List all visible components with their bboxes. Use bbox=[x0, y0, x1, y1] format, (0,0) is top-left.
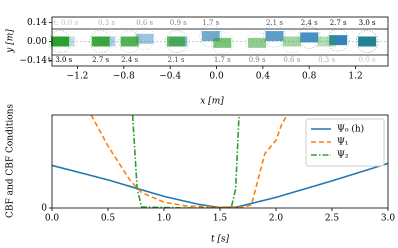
time-label: 2.4 s bbox=[121, 56, 138, 64]
robot bbox=[358, 36, 377, 47]
x-tick-label: −1.2 bbox=[67, 72, 89, 82]
safety-circle bbox=[199, 24, 223, 48]
y-tick-label: 0.14 bbox=[27, 18, 47, 28]
safety-circle bbox=[263, 24, 286, 48]
robot bbox=[329, 35, 348, 46]
robot bbox=[91, 36, 110, 47]
safety-circle bbox=[297, 26, 321, 49]
safety-circle bbox=[355, 30, 379, 53]
robot bbox=[265, 31, 284, 42]
robot bbox=[248, 37, 267, 48]
robot bbox=[300, 32, 319, 43]
time-label: 2.1 s bbox=[167, 56, 184, 64]
x-tick-label: 0.4 bbox=[256, 72, 271, 82]
robot bbox=[213, 37, 232, 48]
x-tick-label: −0.8 bbox=[113, 72, 135, 82]
time-label: t: 0.0 s bbox=[54, 19, 79, 27]
series-line bbox=[90, 115, 288, 208]
robot bbox=[317, 36, 336, 47]
x-tick-label: 0.5 bbox=[101, 214, 116, 224]
y-tick-label: 0 bbox=[41, 204, 47, 214]
x-tick-label: 0.0 bbox=[45, 214, 60, 224]
legend-label: Ψ₀ (h) bbox=[337, 124, 364, 135]
safety-circle bbox=[211, 31, 234, 55]
frame bbox=[51, 114, 389, 209]
robot bbox=[282, 36, 301, 47]
time-label: 0.9 s bbox=[170, 19, 187, 27]
robot bbox=[166, 36, 185, 47]
time-label: 2.7 s bbox=[330, 19, 347, 27]
y-axis-label: y [m] bbox=[6, 29, 16, 54]
time-label: 2.7 s bbox=[92, 56, 109, 64]
robot bbox=[201, 31, 220, 42]
x-tick-label: 2.0 bbox=[269, 214, 284, 224]
safety-circle bbox=[326, 28, 350, 52]
safety-circle bbox=[118, 30, 141, 53]
time-label: 0.3 s bbox=[318, 56, 335, 64]
x-tick-label: 3.0 bbox=[381, 214, 396, 224]
safety-circle bbox=[280, 30, 304, 53]
x-tick-label: 2.5 bbox=[325, 214, 340, 224]
time-label: 0.0 s bbox=[359, 56, 376, 64]
time-label: 3.0 s bbox=[359, 19, 376, 27]
series-line bbox=[131, 115, 240, 208]
x-tick-label: 1.5 bbox=[213, 214, 228, 224]
time-label: 1.7 s bbox=[214, 56, 231, 64]
x-tick-label: −0.4 bbox=[159, 72, 181, 82]
safety-circle bbox=[48, 30, 72, 53]
x-tick-label: 1.2 bbox=[348, 72, 362, 82]
safety-circle bbox=[315, 30, 338, 53]
plot-area bbox=[48, 24, 388, 56]
x-tick-label: 0.0 bbox=[209, 72, 224, 82]
safety-circle bbox=[355, 30, 379, 53]
y-axis-label: CBF and CBF Conditions bbox=[6, 104, 16, 218]
legend-label: Ψ₂ bbox=[337, 151, 349, 161]
time-label: 2.4 s bbox=[301, 19, 318, 27]
legend-label: Ψ₁ bbox=[337, 138, 349, 148]
x-axis-label: x [m] bbox=[200, 97, 224, 107]
time-label: 0.3 s bbox=[98, 19, 115, 27]
time-label: 1.7 s bbox=[202, 19, 219, 27]
x-tick-label: 1.0 bbox=[157, 214, 172, 224]
time-label: 0.6 s bbox=[136, 19, 153, 27]
safety-circle bbox=[245, 31, 269, 55]
y-tick-label: −0.14 bbox=[19, 56, 47, 66]
safety-circle bbox=[89, 30, 112, 53]
robot bbox=[51, 36, 70, 47]
time-label: 0.6 s bbox=[283, 56, 300, 64]
safety-circle bbox=[164, 30, 188, 53]
robot bbox=[358, 36, 377, 47]
robot bbox=[120, 36, 139, 47]
frame bbox=[51, 16, 389, 67]
time-label: t: 3.0 s bbox=[48, 56, 73, 64]
series-line bbox=[52, 162, 388, 208]
time-label: 0.9 s bbox=[249, 56, 266, 64]
x-tick-label: 0.8 bbox=[302, 72, 317, 82]
y-tick-label: 0.00 bbox=[27, 37, 47, 47]
x-axis-label: t [s] bbox=[211, 235, 230, 245]
robot bbox=[135, 33, 154, 44]
time-label: 2.1 s bbox=[266, 19, 283, 27]
